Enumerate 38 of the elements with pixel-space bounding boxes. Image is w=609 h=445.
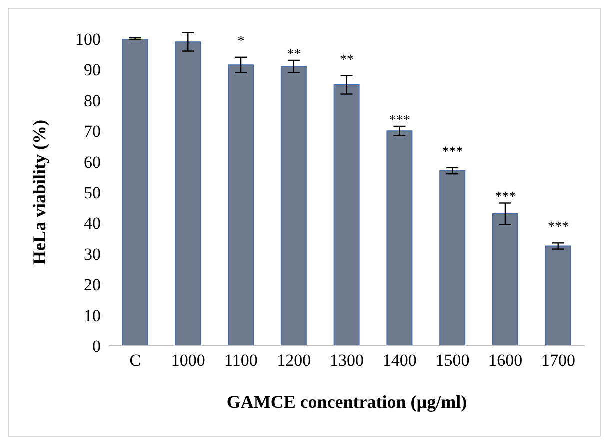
x-axis-title: GAMCE concentration (µg/ml) [226, 392, 468, 412]
bar [175, 42, 202, 346]
y-tick-label: 30 [84, 244, 101, 264]
bar [228, 64, 254, 346]
x-tick-label: 1000 [171, 351, 206, 370]
y-tick-label: 40 [84, 214, 101, 234]
annotation: *** [495, 190, 516, 206]
x-tick-label: 1200 [277, 351, 312, 370]
bar [386, 130, 413, 346]
y-axis-title: HeLa viability (%) [29, 120, 50, 265]
y-tick-label: 60 [84, 152, 101, 172]
y-tick-label: 70 [84, 122, 101, 142]
annotation: ** [287, 47, 302, 62]
x-tick-label: 1700 [542, 351, 576, 370]
x-tick-label: 1100 [224, 351, 258, 370]
y-tick-label: 80 [84, 91, 101, 110]
annotation: * [238, 34, 245, 50]
annotation: *** [548, 220, 570, 236]
x-tick-label: 1300 [330, 351, 364, 370]
y-tick-label: 50 [84, 184, 101, 203]
bar [122, 39, 148, 346]
y-tick-label: 100 [76, 30, 101, 50]
x-tick-label: C [130, 351, 142, 370]
bar [545, 246, 572, 346]
bar [440, 170, 466, 346]
y-tick-label: 90 [84, 60, 101, 80]
x-tick-label: 1400 [382, 351, 417, 370]
x-tick-label: 1500 [436, 351, 470, 370]
bar [280, 66, 307, 346]
y-tick-label: 20 [84, 276, 101, 295]
annotation: *** [389, 113, 410, 128]
y-tick-label: 0 [92, 337, 101, 356]
annotation: *** [442, 144, 464, 160]
y-tick-label: 10 [84, 306, 101, 326]
bar [492, 213, 518, 346]
annotation: ** [340, 52, 354, 68]
x-tick-label: 1600 [488, 351, 523, 370]
bar [334, 84, 360, 346]
